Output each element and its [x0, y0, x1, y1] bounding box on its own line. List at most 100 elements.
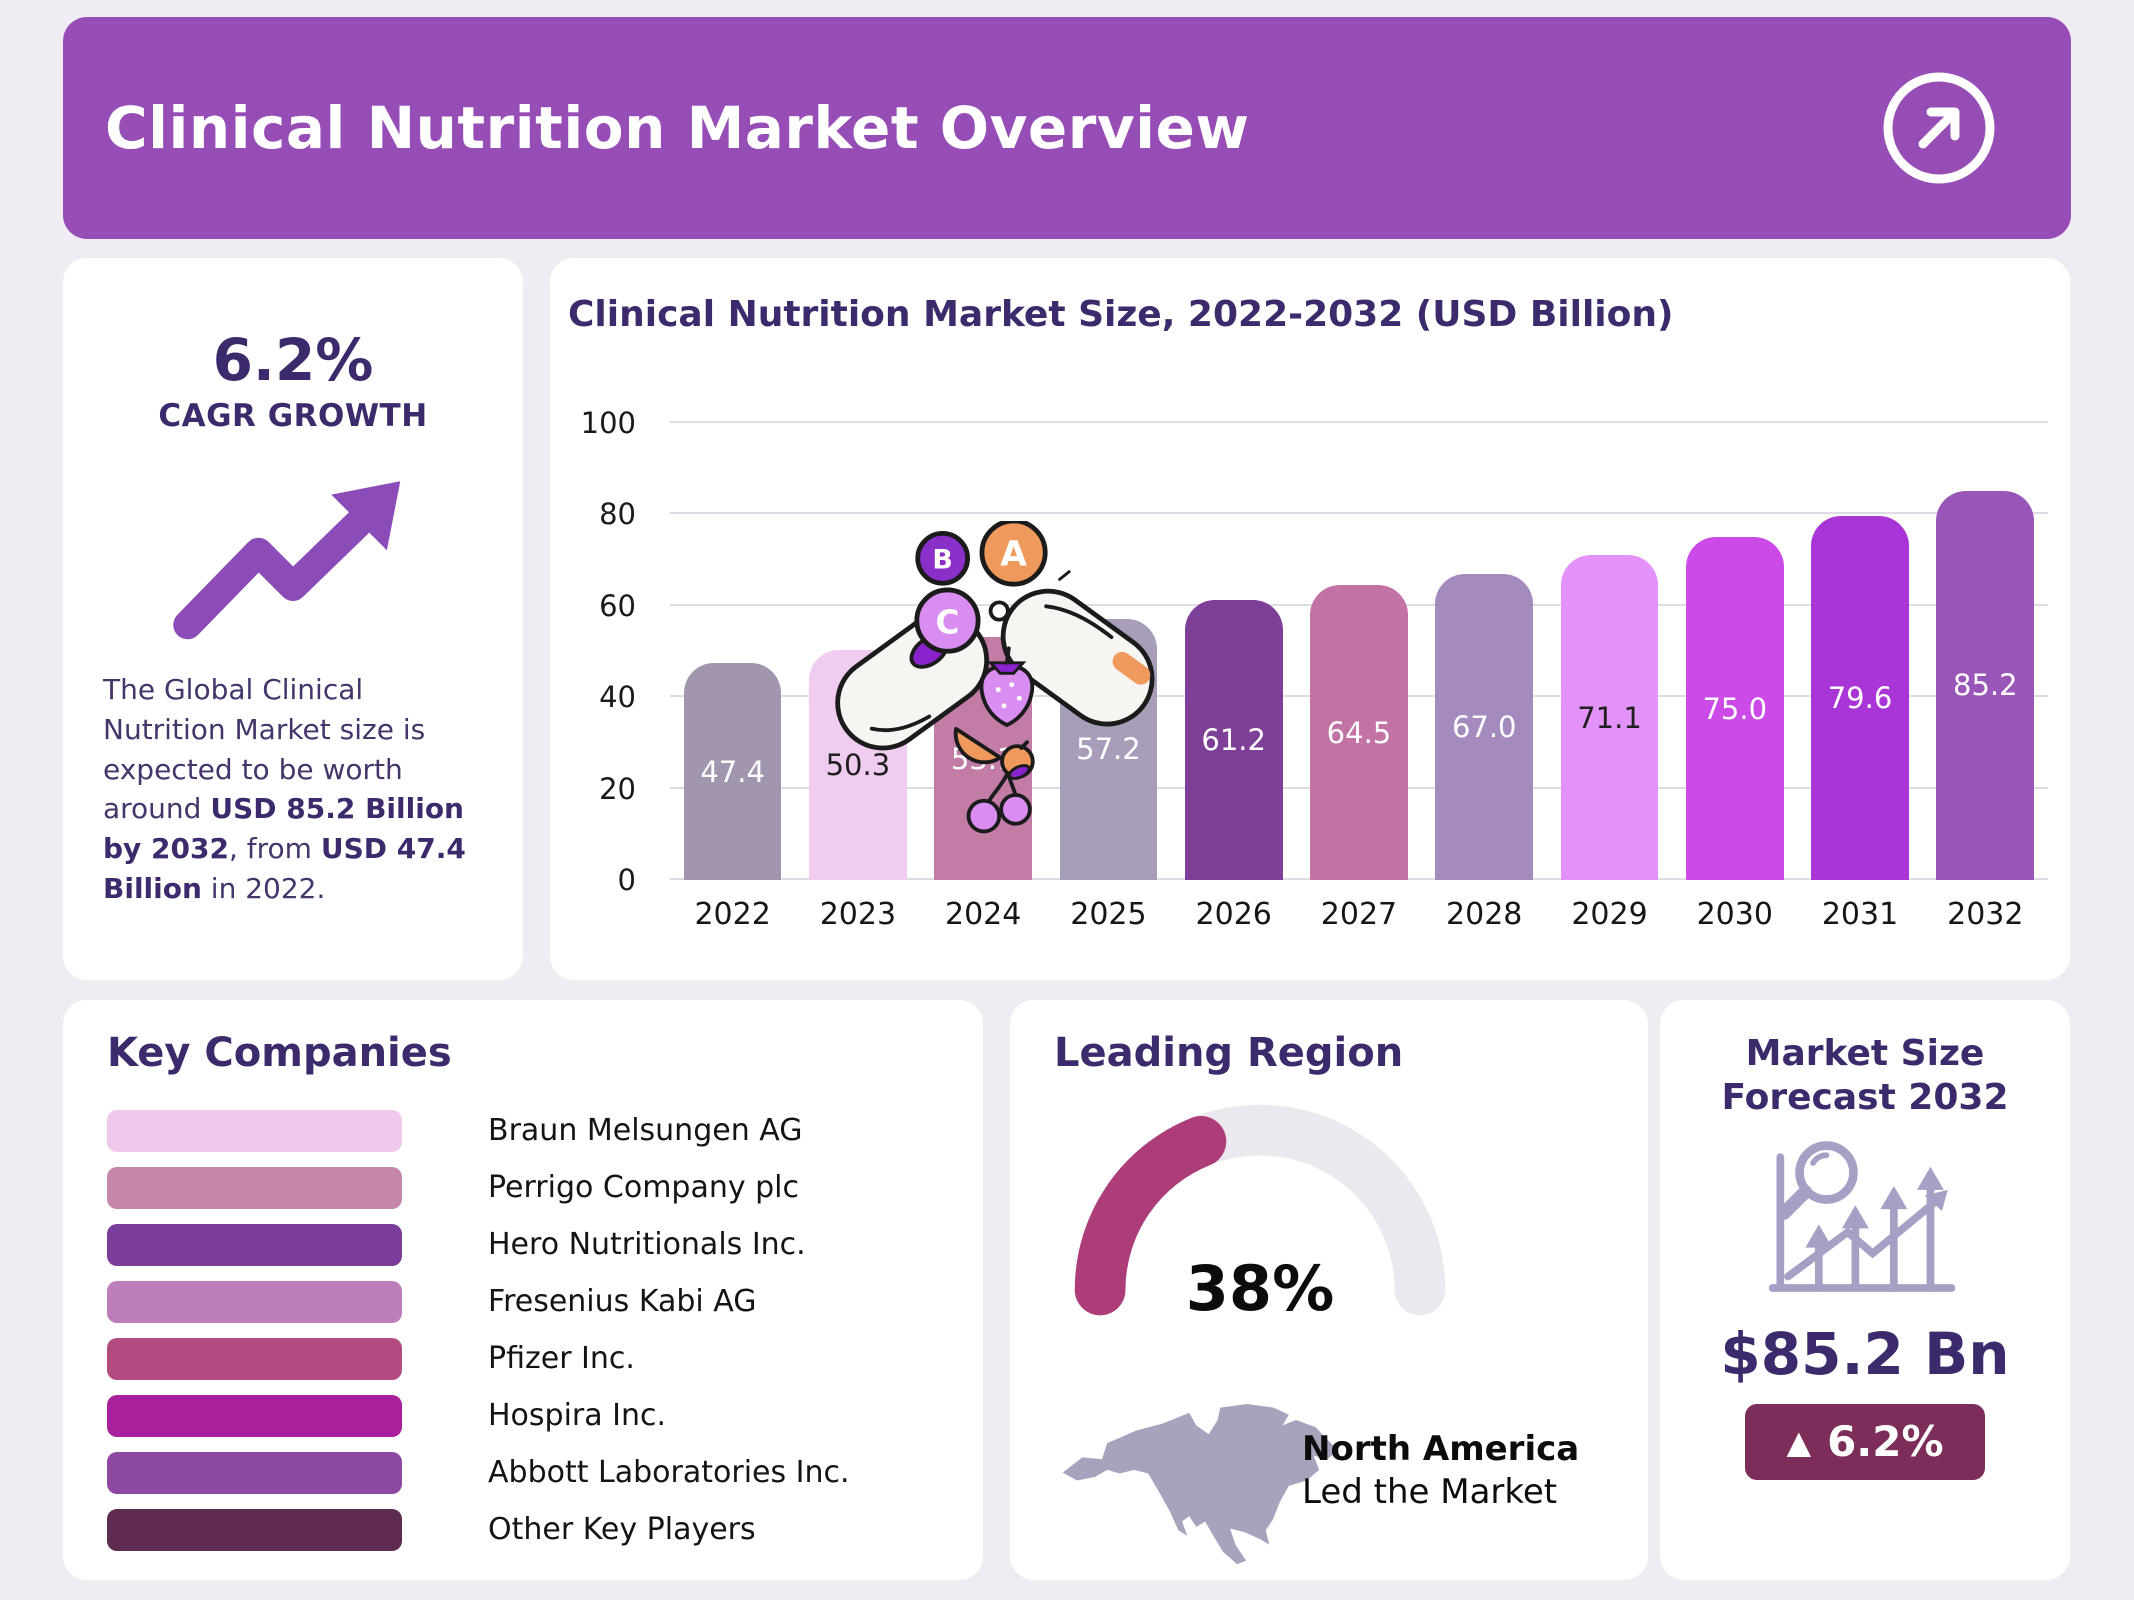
x-axis-label: 2025 — [1070, 897, 1147, 932]
forecast-title: Market Size Forecast 2032 — [1721, 1033, 2009, 1118]
bar-value-label: 61.2 — [1201, 723, 1266, 758]
company-name: Other Key Players — [488, 1512, 756, 1547]
company-name: Pfizer Inc. — [488, 1341, 635, 1376]
y-axis-tick: 0 — [617, 863, 636, 897]
company-row: Hospira Inc. — [63, 1387, 983, 1444]
gridline-80 — [670, 512, 2048, 515]
bar-slot: 47.4 2022 — [670, 423, 795, 932]
growth-badge: ▲ 6.2% — [1745, 1403, 1985, 1480]
bar-2031: 79.6 — [1811, 516, 1909, 880]
bar-value-label: 71.1 — [1577, 700, 1642, 735]
region-share-gauge — [1065, 1096, 1455, 1326]
x-axis-label: 2029 — [1571, 897, 1648, 932]
trend-up-icon — [173, 481, 401, 640]
company-color-swatch — [107, 1451, 402, 1494]
company-name: Hospira Inc. — [488, 1398, 667, 1433]
bar-value-label: 79.6 — [1827, 681, 1893, 716]
company-row: Perrigo Company plc — [63, 1159, 983, 1216]
y-axis-tick: 20 — [599, 771, 636, 806]
company-color-swatch — [107, 1109, 402, 1152]
desc-segment-bold: USD 47.4 Billion — [103, 832, 466, 905]
gauge-fill-arc — [1074, 1104, 1446, 1316]
bar-2029: 71.1 — [1560, 555, 1659, 880]
company-name: Hero Nutritionals Inc. — [488, 1227, 806, 1262]
bar-value-label: 85.2 — [1953, 668, 2018, 703]
capsule-vitamins-illustration: B A C — [835, 521, 1155, 834]
cagr-label: CAGR GROWTH — [158, 398, 428, 434]
x-axis-label: 2023 — [819, 897, 897, 932]
bar-value-label: 67.0 — [1451, 709, 1517, 744]
page-title: Clinical Nutrition Market Overview — [105, 94, 1250, 162]
x-axis-label: 2024 — [944, 897, 1022, 932]
company-color-swatch — [107, 1166, 402, 1209]
y-axis-tick: 80 — [599, 497, 636, 532]
x-axis-label: 2028 — [1446, 897, 1523, 932]
bar-slot: 67.0 2028 — [1422, 423, 1547, 932]
company-name: Abbott Laboratories Inc. — [488, 1455, 850, 1490]
bar-slot: 64.5 2027 — [1296, 423, 1421, 932]
cagr-description: The Global Clinical Nutrition Market siz… — [103, 670, 483, 909]
desc-segment: The Global Clinical Nutrition Market siz… — [103, 673, 426, 826]
bar-2030: 75.0 — [1685, 537, 1784, 880]
company-color-swatch — [107, 1337, 402, 1380]
open-link-button[interactable] — [1877, 66, 2001, 190]
growth-percent: 6.2% — [1827, 1417, 1944, 1467]
desc-segment-bold: USD 85.2 Billion by 2032 — [103, 792, 464, 865]
company-row: Pfizer Inc. — [63, 1330, 983, 1387]
chart-bars: 47.4202250.3202353.1202457.2202561.22026… — [670, 423, 2048, 932]
arrow-up-right-icon — [1883, 72, 1995, 184]
bar-slot: 85.2 2032 — [1923, 423, 2048, 932]
region-text-block: North America Led the Market — [1302, 1428, 1579, 1513]
bar-value-label: 47.4 — [700, 754, 765, 789]
x-axis-label: 2027 — [1320, 897, 1398, 932]
bar-2027: 64.5 — [1310, 585, 1408, 880]
company-row: Fresenius Kabi AG — [63, 1273, 983, 1330]
region-subtitle: Led the Market — [1302, 1471, 1558, 1512]
bar-2028: 67.0 — [1435, 573, 1534, 880]
bar-slot: 61.2 2026 — [1171, 423, 1296, 932]
region-name: North America — [1302, 1429, 1580, 1469]
region-share-value: 38% — [1185, 1252, 1335, 1325]
company-name: Fresenius Kabi AG — [488, 1284, 757, 1319]
forecast-value: $85.2 Bn — [1720, 1319, 2010, 1388]
chart-card: Clinical Nutrition Market Size, 2022-203… — [550, 258, 2070, 980]
chart-title: Clinical Nutrition Market Size, 2022-203… — [568, 294, 1674, 335]
x-axis-label: 2031 — [1821, 897, 1899, 932]
key-companies-title: Key Companies — [107, 1030, 452, 1076]
y-axis-tick: 100 — [580, 406, 636, 440]
company-color-swatch — [107, 1394, 402, 1437]
desc-segment: in 2022. — [201, 871, 326, 905]
vitamin-c-label: C — [935, 604, 959, 642]
company-row: Hero Nutritionals Inc. — [63, 1216, 983, 1273]
company-color-swatch — [107, 1508, 402, 1551]
x-axis-label: 2022 — [694, 897, 771, 932]
gauge-chart — [1074, 1104, 1446, 1316]
bar-2032: 85.2 — [1936, 490, 2035, 880]
vitamin-b-label: B — [932, 545, 952, 576]
company-color-swatch — [107, 1223, 402, 1266]
company-row: Braun Melsungen AG — [63, 1102, 983, 1159]
company-row: Abbott Laboratories Inc. — [63, 1444, 983, 1501]
company-row: Other Key Players — [63, 1501, 983, 1558]
bar-2022: 47.4 — [683, 663, 782, 880]
bar-value-label: 75.0 — [1702, 691, 1768, 726]
company-color-swatch — [107, 1280, 402, 1323]
bar-2026: 61.2 — [1184, 600, 1283, 880]
north-america-map — [1062, 1404, 1339, 1565]
bar-value-label: 50.3 — [825, 748, 891, 783]
bar-value-label: 64.5 — [1326, 715, 1392, 750]
cagr-card: 6.2% CAGR GROWTH The Global Clinical Nut… — [63, 258, 523, 980]
bar-slot: 79.6 2031 — [1797, 423, 1922, 932]
gridline-100 — [670, 421, 2048, 423]
x-axis-label: 2030 — [1696, 897, 1773, 932]
key-companies-list: Braun Melsungen AG Perrigo Company plc Her… — [63, 1102, 983, 1558]
y-axis-tick: 40 — [599, 680, 636, 715]
bar-slot: 71.1 2029 — [1547, 423, 1672, 932]
key-companies-card: Key Companies Braun Melsungen AG Perrigo … — [63, 1000, 983, 1580]
y-axis-tick: 60 — [599, 588, 636, 623]
vitamin-a-label: A — [1000, 534, 1027, 574]
x-axis-label: 2026 — [1195, 897, 1272, 932]
bar-slot: 75.0 2030 — [1672, 423, 1797, 932]
